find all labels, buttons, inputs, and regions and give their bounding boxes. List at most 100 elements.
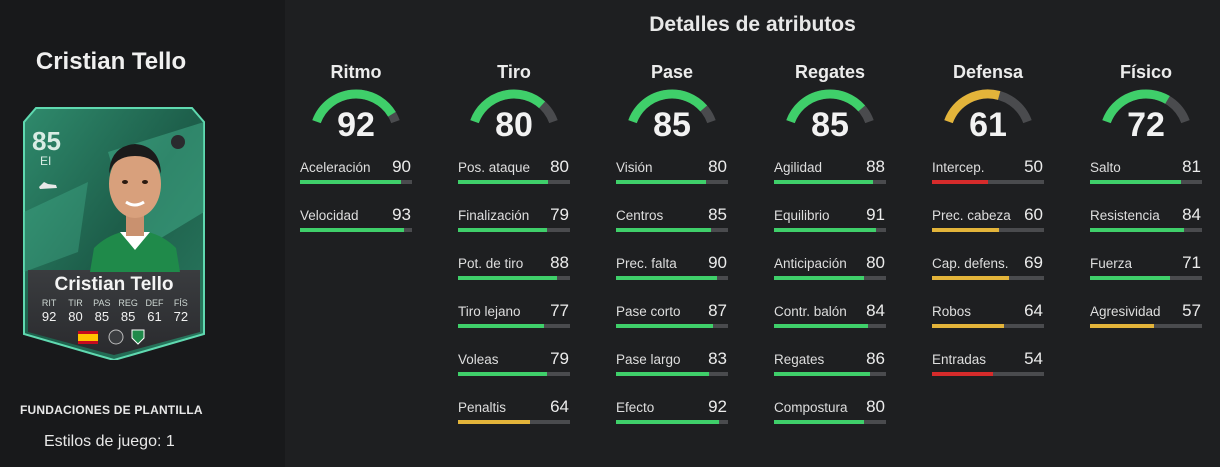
attribute-value: 71 bbox=[1182, 253, 1201, 272]
attribute-row[interactable]: Fuerza 71 bbox=[1087, 246, 1205, 294]
attribute-value: 57 bbox=[1182, 301, 1201, 320]
attribute-row[interactable]: Contr. balón 84 bbox=[771, 294, 889, 342]
attribute-row[interactable]: Entradas 54 bbox=[929, 342, 1047, 390]
category-value: 92 bbox=[337, 106, 375, 144]
attribute-row[interactable]: Prec. cabeza 60 bbox=[929, 198, 1047, 246]
attribute-row[interactable]: Penaltis 64 bbox=[455, 390, 573, 438]
attribute-value: 69 bbox=[1024, 253, 1043, 272]
club-badge-icon bbox=[131, 329, 145, 345]
attribute-bar bbox=[774, 372, 886, 376]
attribute-bar bbox=[1090, 180, 1202, 184]
attribute-name: Pase largo bbox=[616, 352, 681, 367]
attribute-row[interactable]: Voleas 79 bbox=[455, 342, 573, 390]
attribute-name: Penaltis bbox=[458, 400, 507, 415]
attribute-row[interactable]: Prec. falta 90 bbox=[613, 246, 731, 294]
category-gauge: 80 bbox=[455, 86, 573, 150]
attribute-row[interactable]: Salto 81 bbox=[1087, 150, 1205, 198]
attribute-bar-fill bbox=[932, 372, 993, 376]
attribute-bar bbox=[616, 420, 728, 424]
attribute-value: 60 bbox=[1024, 205, 1043, 224]
category-gauge: 92 bbox=[297, 86, 415, 150]
stat-value: 61 bbox=[147, 309, 162, 324]
category-name: Tiro bbox=[497, 62, 531, 82]
attribute-bar-fill bbox=[932, 276, 1010, 280]
attribute-bar bbox=[932, 180, 1044, 184]
stat-label: FÍS bbox=[173, 298, 188, 308]
squad-foundations-title: FUNDACIONES DE PLANTILLA bbox=[20, 403, 203, 417]
attribute-row[interactable]: Equilibrio 91 bbox=[771, 198, 889, 246]
attribute-value: 80 bbox=[866, 397, 885, 416]
attribute-row[interactable]: Pot. de tiro 88 bbox=[455, 246, 573, 294]
gauge-fill bbox=[944, 89, 1001, 124]
attribute-row[interactable]: Finalización 79 bbox=[455, 198, 573, 246]
attribute-row[interactable]: Pase corto 87 bbox=[613, 294, 731, 342]
attribute-bar bbox=[774, 276, 886, 280]
category-gauge: 61 bbox=[929, 86, 1047, 150]
attribute-row[interactable]: Tiro lejano 77 bbox=[455, 294, 573, 342]
playstyles-count[interactable]: Estilos de juego: 1 bbox=[44, 433, 175, 450]
attribute-bar-fill bbox=[616, 372, 709, 376]
attribute-bar bbox=[774, 420, 886, 424]
attribute-value: 80 bbox=[708, 157, 727, 176]
category-gauge: 85 bbox=[771, 86, 889, 150]
attribute-row[interactable]: Pos. ataque 80 bbox=[455, 150, 573, 198]
attribute-value: 90 bbox=[708, 253, 727, 272]
attribute-row[interactable]: Resistencia 84 bbox=[1087, 198, 1205, 246]
attribute-bar-fill bbox=[458, 276, 557, 280]
attribute-value: 54 bbox=[1024, 349, 1043, 368]
attribute-value: 91 bbox=[866, 205, 885, 224]
stat-value: 80 bbox=[68, 309, 83, 324]
attribute-bar-fill bbox=[774, 372, 871, 376]
attribute-value: 92 bbox=[708, 397, 727, 416]
attribute-row[interactable]: Robos 64 bbox=[929, 294, 1047, 342]
attribute-name: Resistencia bbox=[1090, 208, 1160, 223]
attribute-row[interactable]: Intercep. 50 bbox=[929, 150, 1047, 198]
attribute-bar-fill bbox=[1090, 324, 1154, 328]
attribute-name: Prec. falta bbox=[616, 256, 677, 271]
card-stat: PAS 85 bbox=[89, 298, 115, 324]
attribute-row[interactable]: Compostura 80 bbox=[771, 390, 889, 438]
attribute-value: 93 bbox=[392, 205, 411, 224]
card-rating: 85 bbox=[32, 126, 61, 156]
attribute-row[interactable]: Pase largo 83 bbox=[613, 342, 731, 390]
category-3: Regates 85 Agilidad 88 Equilibrio 91 Anticipac… bbox=[771, 62, 889, 438]
attribute-row[interactable]: Visión 80 bbox=[613, 150, 731, 198]
attribute-row[interactable]: Aceleración 90 bbox=[297, 150, 415, 198]
attribute-bar-fill bbox=[1090, 228, 1185, 232]
attribute-bar bbox=[932, 372, 1044, 376]
stat-value: 92 bbox=[41, 309, 57, 324]
player-card[interactable]: 85 EI Cristian Tello RIT 92 TIR 80 PAS 85 R… bbox=[18, 102, 210, 360]
card-position: EI bbox=[40, 154, 52, 168]
attribute-name: Salto bbox=[1090, 160, 1121, 175]
attribute-bar bbox=[774, 180, 886, 184]
attribute-value: 90 bbox=[392, 157, 411, 176]
attribute-bar bbox=[458, 420, 570, 424]
attribute-row[interactable]: Agresividad 57 bbox=[1087, 294, 1205, 342]
attribute-bar-fill bbox=[300, 228, 405, 232]
attribute-row[interactable]: Efecto 92 bbox=[613, 390, 731, 438]
attribute-bar-fill bbox=[1090, 180, 1181, 184]
attribute-bar-fill bbox=[300, 180, 401, 184]
attribute-name: Compostura bbox=[774, 400, 848, 415]
attribute-name: Regates bbox=[774, 352, 825, 367]
attribute-row[interactable]: Cap. defens. 69 bbox=[929, 246, 1047, 294]
attribute-row[interactable]: Anticipación 80 bbox=[771, 246, 889, 294]
category-gauge: 72 bbox=[1087, 86, 1205, 150]
attribute-row[interactable]: Centros 85 bbox=[613, 198, 731, 246]
attribute-bar bbox=[932, 276, 1044, 280]
attribute-value: 50 bbox=[1024, 157, 1043, 176]
attribute-row[interactable]: Agilidad 88 bbox=[771, 150, 889, 198]
attribute-bar-fill bbox=[616, 324, 714, 328]
attribute-name: Centros bbox=[616, 208, 664, 223]
attribute-row[interactable]: Velocidad 93 bbox=[297, 198, 415, 246]
attribute-value: 64 bbox=[550, 397, 569, 416]
attribute-bar-fill bbox=[616, 420, 719, 424]
category-4: Defensa 61 Intercep. 50 Prec. cabeza 60 Cap. d… bbox=[929, 62, 1047, 390]
card-player-name: Cristian Tello bbox=[54, 274, 174, 295]
attribute-bar bbox=[616, 276, 728, 280]
attribute-bar bbox=[300, 180, 412, 184]
spain-flag-icon bbox=[78, 331, 98, 344]
category-value: 85 bbox=[811, 106, 849, 144]
category-value: 72 bbox=[1127, 106, 1165, 144]
attribute-row[interactable]: Regates 86 bbox=[771, 342, 889, 390]
